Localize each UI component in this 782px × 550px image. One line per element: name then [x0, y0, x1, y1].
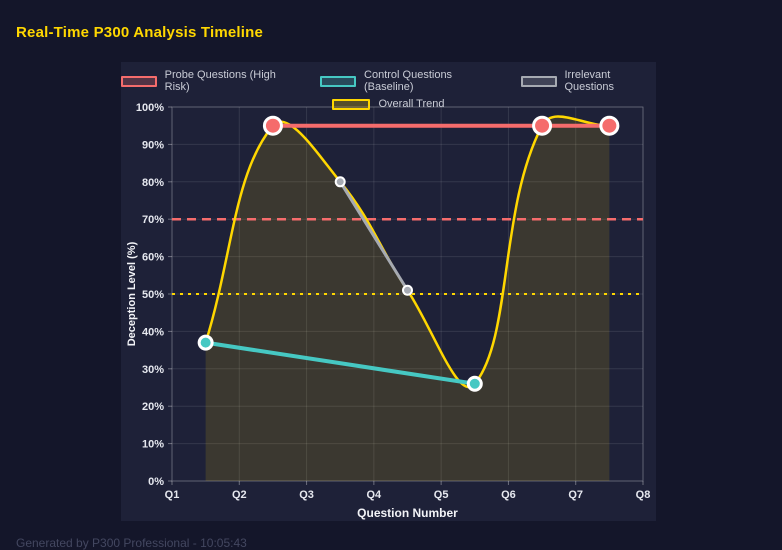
y-tick-label: 50%: [142, 289, 164, 301]
legend-item-label: Irrelevant Questions: [564, 69, 615, 93]
x-axis-title: Question Number: [357, 506, 458, 520]
legend-item-label: Control Questions (Baseline): [364, 69, 453, 93]
x-tick-label: Q5: [434, 489, 449, 501]
y-tick-label: 20%: [142, 401, 164, 413]
legend-item-label: Overall Trend: [378, 98, 445, 110]
series-area-overall-trend: [205, 116, 610, 481]
series-line-control-questions-baseline: [203, 340, 477, 386]
y-tick-label: 40%: [142, 326, 164, 338]
y-tick-label: 100%: [136, 102, 164, 114]
chart-legend: Probe Questions (High Risk) Control Quest…: [121, 69, 656, 110]
legend-row: Overall Trend: [332, 98, 445, 110]
y-tick-label: 60%: [142, 252, 164, 264]
y-tick-label: 0%: [148, 476, 164, 488]
legend-item-probe-questions-high-risk[interactable]: Probe Questions (High Risk): [121, 69, 294, 93]
x-tick-label: Q6: [501, 489, 516, 501]
series-line-irrelevant-questions: [338, 180, 409, 292]
x-tick-label: Q1: [165, 489, 180, 501]
y-tick-label: 70%: [142, 214, 164, 226]
legend-row: Probe Questions (High Risk) Control Quest…: [121, 69, 656, 93]
y-tick-label: 90%: [142, 139, 164, 151]
y-tick-label: 10%: [142, 439, 164, 451]
legend-swatch-icon: [332, 98, 371, 110]
y-tick-label: 80%: [142, 177, 164, 189]
footer-caption: Generated by P300 Professional - 10:05:4…: [16, 536, 247, 550]
data-point-control-questions-baseline[interactable]: [197, 334, 214, 351]
data-point-irrelevant-questions[interactable]: [402, 284, 413, 296]
x-tick-label: Q8: [636, 489, 651, 501]
page-title: Real-Time P300 Analysis Timeline: [16, 24, 264, 41]
x-tick-label: Q2: [232, 489, 247, 501]
y-tick-label: 30%: [142, 364, 164, 376]
data-point-probe-questions-high-risk[interactable]: [599, 115, 620, 136]
legend-swatch-icon: [520, 75, 557, 87]
data-point-control-questions-baseline[interactable]: [466, 375, 483, 392]
data-point-irrelevant-questions[interactable]: [334, 176, 346, 188]
data-point-probe-questions-high-risk[interactable]: [262, 115, 283, 136]
x-tick-label: Q4: [367, 489, 383, 501]
chart-card: Probe Questions (High Risk) Control Quest…: [121, 62, 656, 521]
legend-item-overall-trend[interactable]: Overall Trend: [332, 98, 445, 110]
legend-item-control-questions-baseline[interactable]: Control Questions (Baseline): [320, 69, 495, 93]
x-tick-label: Q3: [299, 489, 314, 501]
y-axis-title: Deception Level (%): [126, 241, 138, 346]
legend-item-label: Probe Questions (High Risk): [164, 69, 276, 93]
p300-timeline-chart: 0% 10% 20% 30% 40% 50% 60% 70% 80% 90% 100% Q1 Q2 Q3 Q…: [126, 102, 651, 520]
x-tick-label: Q7: [568, 489, 583, 501]
legend-item-irrelevant-questions[interactable]: Irrelevant Questions: [520, 69, 656, 93]
data-point-probe-questions-high-risk[interactable]: [532, 115, 553, 136]
legend-swatch-icon: [320, 75, 357, 87]
legend-swatch-icon: [121, 75, 157, 87]
